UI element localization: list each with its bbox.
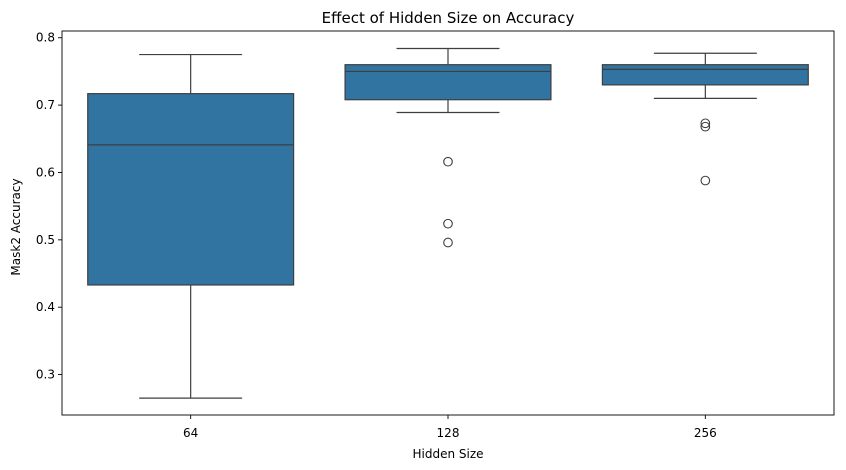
outlier-point [700,118,711,129]
outlier-point [700,175,711,186]
box-iqr [87,93,295,286]
y-tick-label: 0.6 [36,165,55,179]
y-axis-label: Mask2 Accuracy [9,178,23,275]
outlier-point [443,218,453,229]
box-iqr [601,64,809,86]
y-tick-label: 0.8 [36,31,55,45]
y-tick-label: 0.7 [36,98,55,112]
plot-frame [61,30,835,416]
x-tick-label: 256 [694,426,717,440]
x-tick-label: 128 [437,426,460,440]
outlier-point [443,156,453,167]
chart-title: Effect of Hidden Size on Accuracy [322,9,575,27]
outlier-point [700,121,711,132]
plot-area: 0.3 0.4 0.5 0.6 0.7 0.8 64 128 256 [36,31,809,440]
outlier-point [443,237,453,248]
x-tick-label: 64 [183,426,198,440]
x-axis-label: Hidden Size [412,447,483,461]
box-iqr [344,64,552,101]
y-tick-label: 0.5 [36,233,55,247]
y-tick-label: 0.3 [36,368,55,382]
y-tick-label: 0.4 [36,300,55,314]
